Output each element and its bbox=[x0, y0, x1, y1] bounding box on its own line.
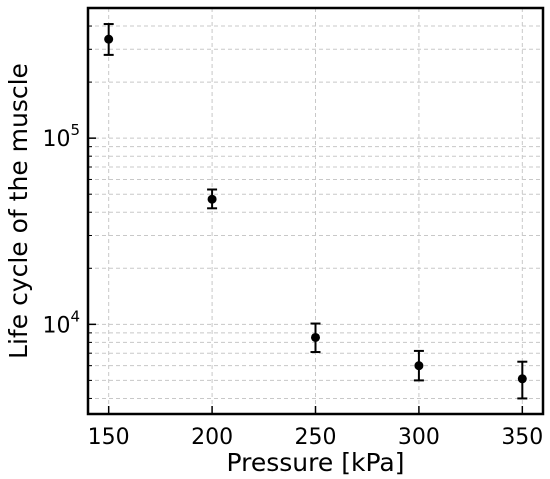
y-tick-label: 105 bbox=[42, 121, 80, 152]
data-points bbox=[103, 23, 528, 400]
data-point-3 bbox=[310, 322, 321, 354]
x-tick-label: 250 bbox=[295, 425, 337, 450]
x-tick-label: 200 bbox=[191, 425, 233, 450]
x-axis-label: Pressure [kPa] bbox=[227, 448, 405, 477]
y-axis-label: Life cycle of the muscle bbox=[4, 63, 33, 359]
data-point-4 bbox=[413, 349, 424, 382]
x-tick-label: 300 bbox=[398, 425, 440, 450]
data-point-1 bbox=[103, 23, 114, 56]
marker bbox=[207, 194, 217, 204]
marker bbox=[311, 332, 320, 342]
x-tick-label: 150 bbox=[88, 425, 130, 450]
data-point-5 bbox=[517, 360, 528, 400]
y-tick-label: 104 bbox=[42, 307, 80, 338]
marker bbox=[517, 374, 527, 384]
marker bbox=[104, 34, 114, 44]
x-tick-label: 350 bbox=[501, 425, 543, 450]
marker bbox=[414, 361, 424, 371]
axis-ticks: 150 200 250 300 350 104 105 bbox=[42, 7, 543, 450]
grid-layer bbox=[88, 7, 543, 414]
data-point-2 bbox=[207, 188, 218, 210]
